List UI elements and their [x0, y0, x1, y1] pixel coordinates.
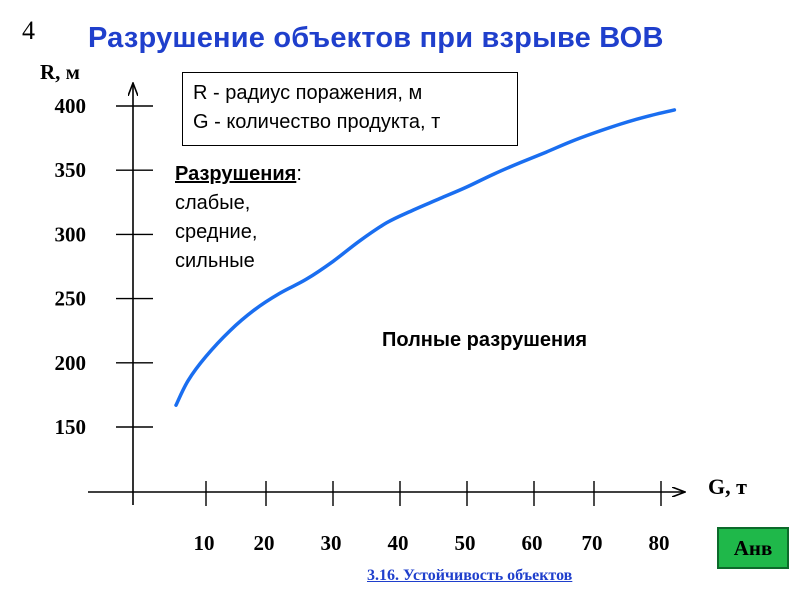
y-tick-label: 300 [55, 222, 87, 246]
nav-button-anv[interactable]: Анв [717, 527, 789, 569]
full-destruction-label: Полные разрушения [382, 329, 588, 351]
destruction-item-weak: слабые, [175, 192, 251, 214]
y-tick-label: 200 [55, 351, 87, 375]
x-axis-label: G, т [708, 474, 747, 499]
destruction-header: Разрушения: [175, 160, 302, 189]
destruction-header-colon: : [296, 163, 302, 185]
x-ticks: 10 20 30 40 50 60 70 80 [194, 481, 670, 555]
y-ticks: 150 200 250 300 350 400 [55, 94, 153, 439]
slide-number: 4 [22, 16, 35, 45]
destruction-item-strong: сильные [175, 250, 255, 272]
y-tick-label: 150 [55, 415, 87, 439]
x-tick-label: 20 [254, 531, 275, 555]
y-tick-label: 250 [55, 287, 87, 311]
x-tick-label: 10 [194, 531, 215, 555]
legend-box: R - радиус поражения, м G - количество п… [182, 72, 518, 146]
x-tick-label: 50 [455, 531, 476, 555]
destruction-item-medium: средние, [175, 221, 258, 243]
legend-line-r: R - радиус поражения, м [193, 82, 423, 104]
x-tick-label: 30 [321, 531, 342, 555]
x-tick-label: 70 [582, 531, 603, 555]
destruction-header-text: Разрушения [175, 163, 297, 185]
y-axis-label: R, м [40, 60, 80, 84]
destruction-zone-label: Разрушения: слабые, средние, сильные [175, 160, 302, 276]
page-title: Разрушение объектов при взрыве ВОВ [88, 22, 664, 54]
x-tick-label: 80 [649, 531, 670, 555]
y-tick-label: 400 [55, 94, 87, 118]
x-tick-label: 60 [522, 531, 543, 555]
footer-link[interactable]: 3.16. Устойчивость объектов [367, 567, 573, 584]
y-tick-label: 350 [55, 158, 87, 182]
series-line [174, 108, 677, 407]
legend-line-g: G - количество продукта, т [193, 111, 441, 133]
x-tick-label: 40 [388, 531, 409, 555]
